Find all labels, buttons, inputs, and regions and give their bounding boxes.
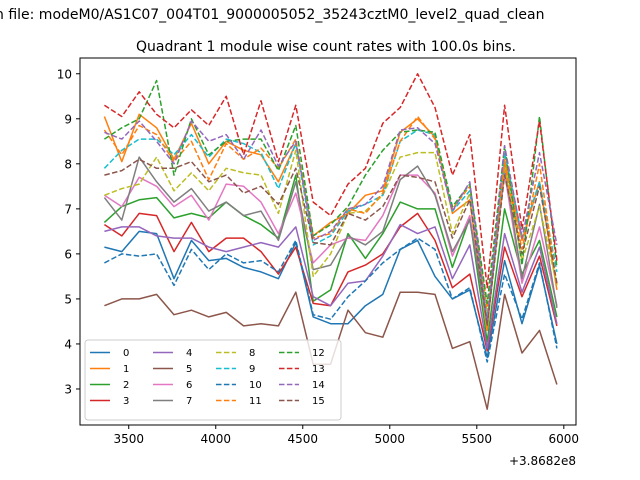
series-line-10 bbox=[104, 237, 558, 363]
series-line-2 bbox=[103, 174, 558, 343]
series-line-0 bbox=[104, 230, 558, 359]
y-tick-label: 5 bbox=[64, 292, 72, 306]
legend-label: 14 bbox=[312, 380, 325, 391]
legend-label: 10 bbox=[249, 380, 262, 391]
chart-title: Quadrant 1 module wise count rates with … bbox=[136, 39, 516, 55]
x-tick-label: 5000 bbox=[375, 432, 406, 446]
legend-label: 1 bbox=[123, 364, 129, 375]
y-tick-label: 4 bbox=[64, 337, 72, 351]
legend-label: 2 bbox=[123, 380, 129, 391]
axes-frame bbox=[79, 57, 577, 426]
series-line-11 bbox=[103, 115, 558, 309]
legend-label: 5 bbox=[186, 364, 192, 375]
x-axis: 3500 4000 4500 5000 5500 6000 bbox=[113, 425, 579, 446]
x-tick-label: 3500 bbox=[113, 432, 144, 446]
legend-label: 11 bbox=[249, 396, 262, 407]
legend-label: 15 bbox=[312, 396, 325, 407]
plot-area bbox=[79, 57, 577, 426]
legend-label: 9 bbox=[249, 364, 255, 375]
legend-label: 8 bbox=[249, 348, 255, 359]
legend-label: 13 bbox=[312, 364, 325, 375]
series-line-14 bbox=[104, 120, 558, 323]
series-line-12 bbox=[103, 79, 558, 305]
y-tick-label: 6 bbox=[64, 247, 72, 261]
y-tick-label: 3 bbox=[64, 382, 72, 396]
series-line-15 bbox=[104, 158, 558, 327]
x-tick-label: 5500 bbox=[462, 432, 493, 446]
legend-label: 6 bbox=[186, 380, 192, 391]
series-line-4 bbox=[104, 223, 558, 350]
y-tick-label: 8 bbox=[64, 157, 72, 171]
x-tick-label: 6000 bbox=[549, 432, 580, 446]
series-line-13 bbox=[103, 73, 558, 289]
figure-suptitle: n file: modeM0/AS1C07_004T01_9000005052_… bbox=[0, 7, 544, 23]
y-tick-label: 10 bbox=[57, 67, 72, 81]
y-tick-label: 9 bbox=[64, 112, 72, 126]
legend-label: 7 bbox=[186, 396, 192, 407]
legend-label: 12 bbox=[312, 348, 325, 359]
series-layer bbox=[103, 73, 558, 410]
x-axis-offset-label: +3.8682e8 bbox=[509, 454, 576, 468]
y-axis: 3 4 5 6 7 8 9 10 bbox=[57, 67, 80, 396]
legend-label: 0 bbox=[123, 348, 129, 359]
legend-frame bbox=[84, 339, 342, 421]
x-tick-label: 4000 bbox=[200, 432, 231, 446]
x-tick-label: 4500 bbox=[287, 432, 318, 446]
legend-label: 3 bbox=[123, 396, 129, 407]
legend-label: 4 bbox=[186, 348, 192, 359]
y-tick-label: 7 bbox=[64, 202, 72, 216]
